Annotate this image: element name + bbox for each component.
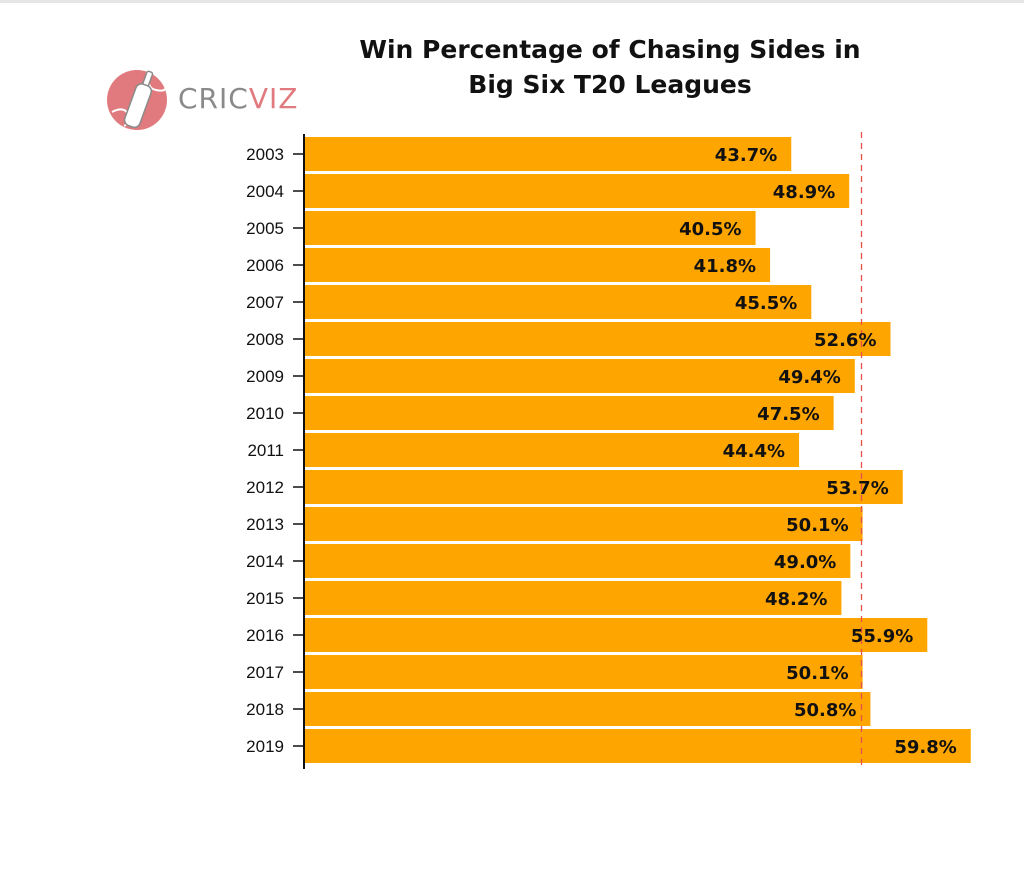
y-tick-label-2019: 2019 — [246, 737, 284, 756]
bar-value-label-2007: 45.5% — [735, 293, 797, 314]
bar-2018 — [304, 692, 871, 726]
bar-2007 — [304, 285, 812, 319]
bar-value-label-2005: 40.5% — [679, 219, 741, 240]
y-tick-label-2003: 2003 — [246, 145, 284, 164]
bar-2011 — [304, 433, 800, 467]
bar-2013 — [304, 507, 863, 541]
bar-2017 — [304, 655, 863, 689]
y-tick-label-2011: 2011 — [247, 441, 284, 460]
bar-value-label-2013: 50.1% — [786, 515, 848, 536]
bar-2016 — [304, 618, 928, 652]
bar-2009 — [304, 359, 855, 393]
bar-2012 — [304, 470, 903, 504]
y-tick-label-2005: 2005 — [246, 219, 284, 238]
top-border — [0, 0, 1024, 3]
bar-value-label-2012: 53.7% — [826, 478, 888, 499]
y-tick-label-2015: 2015 — [246, 589, 284, 608]
bar-2005 — [304, 211, 756, 245]
bar-2015 — [304, 581, 842, 615]
bar-value-label-2004: 48.9% — [773, 182, 835, 203]
bar-value-label-2019: 59.8% — [894, 737, 956, 758]
bar-2004 — [304, 174, 850, 208]
bar-value-label-2006: 41.8% — [694, 256, 756, 277]
y-tick-label-2013: 2013 — [246, 515, 284, 534]
bar-value-label-2017: 50.1% — [786, 663, 848, 684]
y-tick-label-2018: 2018 — [246, 700, 284, 719]
logo-text-cric: CRIC — [178, 82, 249, 115]
y-tick-label-2009: 2009 — [246, 367, 284, 386]
bar-value-label-2018: 50.8% — [794, 700, 856, 721]
cricket-bat-ball-icon — [107, 70, 167, 130]
chart-title-line-1: Win Percentage of Chasing Sides in — [359, 35, 861, 64]
bar-2003 — [304, 137, 792, 171]
bar-2006 — [304, 248, 771, 282]
bar-2014 — [304, 544, 851, 578]
chart-title: Win Percentage of Chasing Sides in Big S… — [300, 32, 920, 102]
y-tick-label-2008: 2008 — [246, 330, 284, 349]
y-tick-label-2012: 2012 — [246, 478, 284, 497]
bar-value-label-2014: 49.0% — [774, 552, 836, 573]
bar-2010 — [304, 396, 834, 430]
y-tick-label-2010: 2010 — [246, 404, 284, 423]
y-tick-label-2016: 2016 — [246, 626, 284, 645]
bar-value-label-2011: 44.4% — [723, 441, 785, 462]
bar-value-label-2008: 52.6% — [814, 330, 876, 351]
bar-2019 — [304, 729, 971, 763]
bar-value-label-2009: 49.4% — [778, 367, 840, 388]
bar-value-label-2003: 43.7% — [715, 145, 777, 166]
bar-2008 — [304, 322, 891, 356]
bar-value-label-2010: 47.5% — [757, 404, 819, 425]
y-tick-label-2006: 2006 — [246, 256, 284, 275]
y-tick-label-2017: 2017 — [246, 663, 284, 682]
y-tick-label-2014: 2014 — [246, 552, 284, 571]
cricviz-logo: CRICVIZ — [106, 68, 298, 132]
y-tick-label-2004: 2004 — [246, 182, 284, 201]
bar-value-label-2016: 55.9% — [851, 626, 913, 647]
chart-title-line-2: Big Six T20 Leagues — [468, 70, 752, 99]
logo-wordmark: CRICVIZ — [178, 82, 298, 115]
logo-text-viz: VIZ — [248, 82, 299, 115]
bar-value-label-2015: 48.2% — [765, 589, 827, 610]
y-tick-label-2007: 2007 — [246, 293, 284, 312]
